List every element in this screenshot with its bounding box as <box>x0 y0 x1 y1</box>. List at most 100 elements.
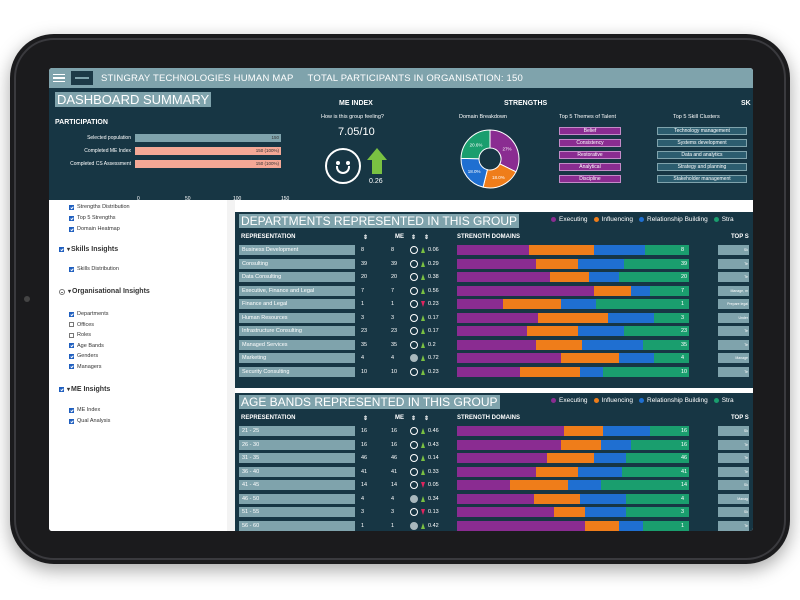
checkbox[interactable] <box>59 387 64 392</box>
table-row[interactable]: 51 - 55 3 3 0.13 3 Sk <box>239 507 749 517</box>
sidebar-item[interactable]: Skills Distribution <box>69 266 119 272</box>
checkbox[interactable] <box>69 418 74 424</box>
row-count-right: 20 <box>681 274 688 280</box>
sort-icon[interactable]: ⇕ <box>363 235 369 241</box>
sidebar-item[interactable]: Roles <box>69 332 91 338</box>
table-row[interactable]: Security Consulting 10 10 0.23 10 Te <box>239 366 749 377</box>
table-row[interactable]: Finance and Legal 1 1 0.23 1 Prepare legal <box>239 299 749 309</box>
table-row[interactable]: 26 - 30 16 16 0.43 16 Te <box>239 439 749 450</box>
theme-badge: Consistency <box>559 139 621 147</box>
row-name: Finance and Legal <box>239 299 355 309</box>
sidebar-item[interactable]: Departments <box>69 311 109 317</box>
row-delta: 0.29 <box>428 260 439 267</box>
checkbox[interactable] <box>69 204 74 210</box>
sort-icon[interactable]: ⇕ <box>411 416 417 422</box>
row-count-right: 14 <box>681 482 688 488</box>
row-delta: 0.23 <box>428 368 439 375</box>
checkbox[interactable] <box>69 353 74 359</box>
domain-segment <box>631 285 650 296</box>
table-row[interactable]: 31 - 35 46 46 0.14 46 Te <box>239 453 749 463</box>
menu-icon[interactable] <box>53 73 65 83</box>
skills-insights-group[interactable]: ▾ Skills Insights <box>59 246 118 253</box>
legend: Executing Influencing Relationship Buildin… <box>551 216 734 223</box>
up-arrow-icon <box>421 247 425 253</box>
table-row[interactable]: Consulting 39 39 0.29 39 Te <box>239 258 749 269</box>
legend-dot <box>593 217 599 222</box>
sidebar-item[interactable]: Managers <box>69 364 101 370</box>
me-score: 7.05/10 <box>338 126 375 138</box>
sort-icon[interactable]: ⇕ <box>424 416 430 422</box>
checkbox[interactable] <box>69 311 74 317</box>
top-skill-cell: Sk <box>718 507 749 517</box>
table-row[interactable]: Marketing 4 4 0.72 4 Manage <box>239 353 749 363</box>
sidebar-item[interactable]: Offices <box>69 322 94 328</box>
table-row[interactable]: 21 - 25 16 16 0.46 16 Sk <box>239 426 749 436</box>
domain-segment <box>582 339 643 350</box>
table-row[interactable]: Executive, Finance and Legal 7 7 0.56 7 Manag… <box>239 285 749 296</box>
table-row[interactable]: 41 - 45 14 14 0.05 14 Sk <box>239 480 749 490</box>
pie-label: 20.6% <box>470 143 483 148</box>
sidebar-item[interactable]: Age Bands <box>69 343 104 349</box>
row-name: 41 - 45 <box>239 480 355 490</box>
domain-segment <box>457 312 539 323</box>
row-count-right: 35 <box>681 341 688 348</box>
checkbox[interactable] <box>59 247 64 252</box>
row-count: 8 <box>361 247 365 253</box>
row-name: 51 - 55 <box>239 507 355 517</box>
sort-icon[interactable]: ⇕ <box>411 235 417 241</box>
face-icon <box>410 246 418 254</box>
row-count: 3 <box>361 314 365 321</box>
app-screen: STINGRAY TECHNOLOGIES HUMAN MAP TOTAL PA… <box>49 68 753 531</box>
table-row[interactable]: 36 - 40 41 41 0.33 41 Te <box>239 466 749 477</box>
domain-segment <box>626 493 689 504</box>
top-bar: STINGRAY TECHNOLOGIES HUMAN MAP TOTAL PA… <box>49 68 753 88</box>
participation-bar: 150 (100%) <box>135 160 281 168</box>
table-row[interactable]: Managed Services 35 35 0.2 35 Te <box>239 339 749 350</box>
checkbox-label: Offices <box>77 321 95 328</box>
checkbox[interactable] <box>69 343 74 348</box>
table-row[interactable]: Human Resources 3 3 0.17 3 Under <box>239 312 749 323</box>
sidebar-item[interactable]: ME Index <box>69 407 100 413</box>
row-name: Consulting <box>239 258 355 269</box>
checkbox[interactable] <box>69 407 74 413</box>
departments-title: DEPARTMENTS REPRESENTED IN THIS GROUP <box>239 214 520 228</box>
domain-segment <box>457 326 527 336</box>
domain-pie-chart: 27% 18.0% 18.0% 20.6% <box>460 129 520 189</box>
sidebar-item[interactable]: Strengths Distribution <box>69 204 130 210</box>
domain-segment <box>619 272 689 282</box>
sidebar-item[interactable]: Qual Analysis <box>69 418 110 424</box>
sidebar-item[interactable]: Genders <box>69 353 98 359</box>
table-row[interactable]: 46 - 50 4 4 0.34 4 Manag <box>239 493 749 504</box>
sort-icon[interactable]: ⇕ <box>424 235 430 241</box>
table-row[interactable]: Business Development 8 8 0.06 8 Sk <box>239 245 749 255</box>
top-skill-cell: Te <box>718 520 749 531</box>
sidebar-item[interactable]: Domain Heatmap <box>69 226 120 232</box>
domain-segment <box>654 312 689 323</box>
checkbox[interactable] <box>69 266 74 272</box>
domain-segment <box>577 258 625 269</box>
row-count: 1 <box>361 301 365 307</box>
checkbox[interactable] <box>69 322 74 327</box>
face-icon <box>410 521 418 530</box>
me-insights-group[interactable]: ▾ ME Insights <box>59 386 110 393</box>
sidebar-item[interactable]: Top 5 Strengths <box>69 215 116 221</box>
collapse-icon[interactable] <box>59 288 65 295</box>
up-arrow-icon <box>421 355 425 361</box>
table-row[interactable]: 56 - 60 1 1 0.42 1 Te <box>239 520 749 531</box>
checkbox[interactable] <box>69 215 74 221</box>
row-name: 21 - 25 <box>239 426 355 436</box>
face-icon <box>410 327 418 335</box>
sort-icon[interactable]: ⇕ <box>363 416 369 422</box>
checkbox[interactable] <box>69 332 74 338</box>
domain-segment <box>526 326 578 336</box>
table-row[interactable]: Infrastructure Consulting 23 23 0.17 23 Te <box>239 326 749 336</box>
top-skill-cell: Manage <box>718 353 749 363</box>
domain-segment <box>600 480 689 490</box>
table-row[interactable]: Data Consulting 20 20 0.38 20 Te <box>239 272 749 282</box>
themes-heading: Top 5 Themes of Talent <box>559 114 616 120</box>
checkbox[interactable] <box>69 364 74 369</box>
row-count: 20 <box>361 274 368 280</box>
organisational-insights-group[interactable]: ▾ Organisational Insights <box>59 288 150 295</box>
top-skill-cell: Te <box>718 366 749 377</box>
checkbox[interactable] <box>69 226 74 232</box>
